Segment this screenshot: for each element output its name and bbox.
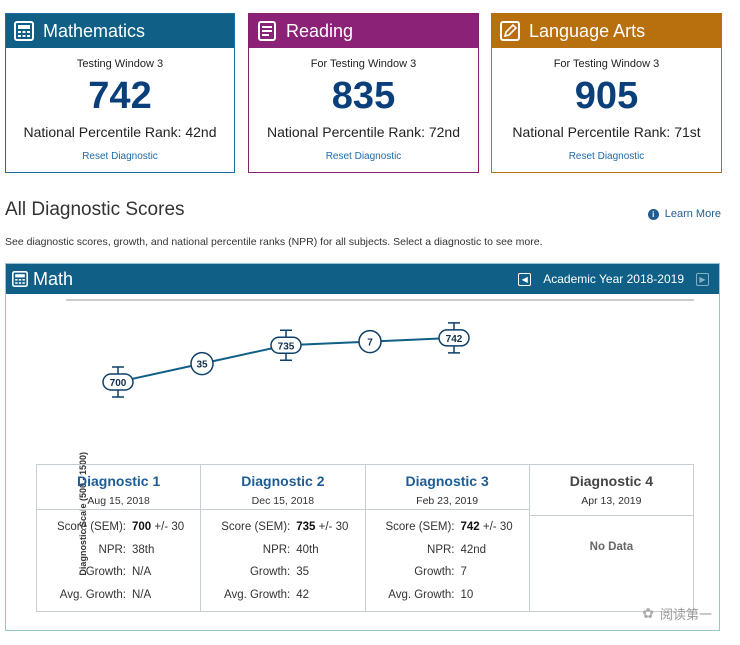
learn-more-link[interactable]: i Learn More [647,208,721,220]
calculator-icon [11,270,29,288]
no-data-label: No Data [589,541,634,553]
diagnostic-column[interactable]: Diagnostic 3 Feb 23, 2019 Score (SEM): 74… [365,465,530,611]
diagnostic-date: Dec 15, 2018 [251,495,315,507]
diagnostic-chart: 700 35 735 7 742 [66,299,694,398]
mathematics-card-header: Mathematics [6,14,234,48]
growth-label: Growth: [414,566,455,578]
diagnostic-name[interactable]: Diagnostic 3 [405,473,489,489]
data-label: 735 [278,341,295,352]
diagnostic-date: Apr 13, 2019 [581,495,642,507]
avg-growth-value: 10 [460,588,474,601]
growth-value: 7 [460,566,467,578]
score-label: Score (SEM): [221,521,291,533]
avg-growth-label: Avg. Growth: [223,588,291,601]
watermark: ✿ 阅读第一 [642,604,712,623]
card-npr: National Percentile Rank: 72nd [266,124,460,140]
npr-label: NPR: [262,543,291,556]
npr-value: 42nd [460,543,487,556]
math-panel: Math ◀ Academic Year 2018-2019 ▶ 700 35 73… [5,263,720,631]
diagnostic-column[interactable]: Diagnostic 1 Aug 15, 2018 Score (SEM): 70… [37,465,202,611]
avg-growth-value: N/A [132,588,152,601]
card-title: Language Arts [529,20,646,41]
card-score: 905 [574,75,639,117]
score-value: 700 [132,521,152,533]
reading-card: Reading For Testing Window 3 835 Nationa… [248,13,479,173]
card-title: Reading [286,20,354,41]
card-score: 835 [331,75,396,117]
card-npr: National Percentile Rank: 71st [512,124,701,140]
score-value: 735 [296,521,316,533]
data-point[interactable] [438,329,470,347]
data-label: 700 [110,378,127,389]
diagnostic-column[interactable]: Diagnostic 4 Apr 13, 2019 No Data [529,465,693,611]
diagnostic-column[interactable]: Diagnostic 2 Dec 15, 2018 Score (SEM): 73… [201,465,366,611]
language-arts-card: Language Arts For Testing Window 3 905 N… [491,13,722,173]
diagnostic-name[interactable]: Diagnostic 2 [241,473,325,489]
data-label: 742 [446,334,463,345]
diagnostic-date: Aug 15, 2018 [87,495,150,507]
diagnostics-table: Diagnostic 1 Aug 15, 2018 Score (SEM): 70… [36,464,694,612]
card-npr: National Percentile Rank: 42nd [23,124,217,140]
card-score: 742 [88,75,152,117]
language-arts-card-header: Language Arts [492,14,721,48]
npr-label: NPR: [427,543,455,556]
math-panel-header: Math ◀ Academic Year 2018-2019 ▶ [6,264,719,294]
data-point[interactable] [270,336,302,354]
score-label: Score (SEM): [385,521,455,533]
pencil-icon [498,19,522,43]
data-point[interactable] [102,373,134,391]
data-label: 35 [196,360,208,371]
reset-diagnostic-link[interactable]: Reset Diagnostic [82,151,158,162]
testing-window: For Testing Window 3 [553,58,660,70]
growth-value: 35 [296,566,310,578]
growth-point[interactable] [190,351,214,376]
score-label: Score (SEM): [56,521,126,533]
next-year-button[interactable]: ▶ [696,272,709,286]
reset-diagnostic-link[interactable]: Reset Diagnostic [325,151,402,162]
diagnostic-name[interactable]: Diagnostic 4 [569,473,653,489]
avg-growth-value: 42 [296,588,310,601]
learn-more-label: Learn More [664,208,721,220]
score-value: 742 [460,521,480,533]
avg-growth-label: Avg. Growth: [59,588,126,601]
section-title: All Diagnostic Scores [5,199,185,220]
info-icon: i [647,208,659,220]
npr-value: 40th [296,543,319,556]
card-title: Mathematics [43,20,146,41]
calculator-icon [12,19,36,43]
section-description: See diagnostic scores, growth, and natio… [5,236,543,248]
growth-point[interactable] [358,329,382,354]
sem-value: +/- 30 [154,521,185,533]
previous-year-button[interactable]: ◀ [518,272,532,286]
avg-growth-label: Avg. Growth: [388,588,455,601]
reading-card-header: Reading [249,14,478,48]
watermark-text: 阅读第一 [659,607,712,622]
diagnostic-name[interactable]: Diagnostic 1 [77,473,161,489]
sem-value: +/- 30 [482,521,513,533]
data-label: 7 [367,338,373,349]
diagnostic-date: Feb 23, 2019 [416,495,479,507]
academic-year-label: Academic Year 2018-2019 [543,272,684,286]
testing-window: Testing Window 3 [76,58,164,70]
npr-label: NPR: [98,543,126,556]
growth-label: Growth: [85,566,126,578]
testing-window: For Testing Window 3 [310,58,417,70]
wechat-icon: ✿ [642,605,654,621]
reset-diagnostic-link[interactable]: Reset Diagnostic [568,151,645,162]
npr-value: 38th [132,543,155,556]
growth-label: Growth: [249,566,291,578]
book-icon [255,19,279,43]
year-navigator: ◀ Academic Year 2018-2019 ▶ [518,272,709,286]
sem-value: +/- 30 [318,521,349,533]
growth-value: N/A [132,566,152,578]
mathematics-card: Mathematics Testing Window 3 742 Nationa… [5,13,235,173]
panel-title: Math [33,268,74,289]
